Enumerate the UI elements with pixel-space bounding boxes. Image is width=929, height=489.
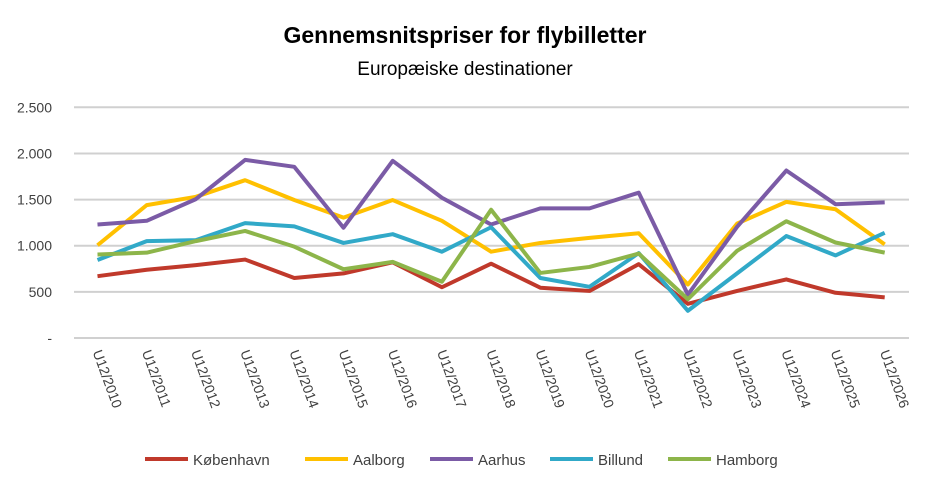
legend-label: Aalborg bbox=[353, 452, 405, 469]
legend-label: København bbox=[193, 452, 270, 469]
legend-label: Aarhus bbox=[478, 452, 526, 469]
legend-label: Billund bbox=[598, 452, 643, 469]
series-line-københavn bbox=[97, 257, 885, 306]
x-tick-label: U12/2015 bbox=[336, 348, 372, 411]
x-tick-label: U12/2010 bbox=[90, 348, 126, 411]
x-tick-label: U12/2016 bbox=[385, 348, 421, 411]
y-tick-label: 2.000 bbox=[17, 145, 52, 161]
legend-label: Hamborg bbox=[716, 452, 778, 469]
y-tick-label: 500 bbox=[29, 284, 53, 300]
x-tick-label: U12/2012 bbox=[188, 348, 224, 411]
x-tick-label: U12/2023 bbox=[729, 348, 765, 411]
x-tick-label: U12/2022 bbox=[680, 348, 716, 411]
x-tick-label: U12/2024 bbox=[778, 348, 814, 411]
y-tick-label: 1.500 bbox=[17, 192, 52, 208]
y-tick-label: 1.000 bbox=[17, 238, 52, 254]
series-line-hamborg bbox=[97, 207, 886, 302]
x-tick-label: U12/2014 bbox=[286, 348, 322, 411]
x-tick-label: U12/2021 bbox=[631, 348, 667, 411]
x-tick-label: U12/2020 bbox=[582, 348, 618, 411]
y-tick-label: - bbox=[47, 330, 52, 346]
series-line-aalborg bbox=[96, 178, 886, 287]
chart-title: Gennemsnitspriser for flybilletter bbox=[284, 22, 647, 48]
x-tick-label: U12/2025 bbox=[828, 348, 864, 411]
x-tick-label: U12/2019 bbox=[532, 348, 568, 411]
series-line-aarhus bbox=[97, 157, 885, 297]
x-tick-label: U12/2018 bbox=[483, 348, 519, 411]
y-tick-label: 2.500 bbox=[17, 99, 52, 115]
x-tick-label: U12/2013 bbox=[237, 348, 273, 411]
chart-subtitle: Europæiske destinationer bbox=[357, 59, 573, 80]
x-tick-label: U12/2011 bbox=[139, 348, 175, 410]
x-tick-label: U12/2026 bbox=[877, 348, 913, 411]
x-tick-label: U12/2017 bbox=[434, 348, 470, 411]
series-line-billund bbox=[96, 221, 886, 313]
